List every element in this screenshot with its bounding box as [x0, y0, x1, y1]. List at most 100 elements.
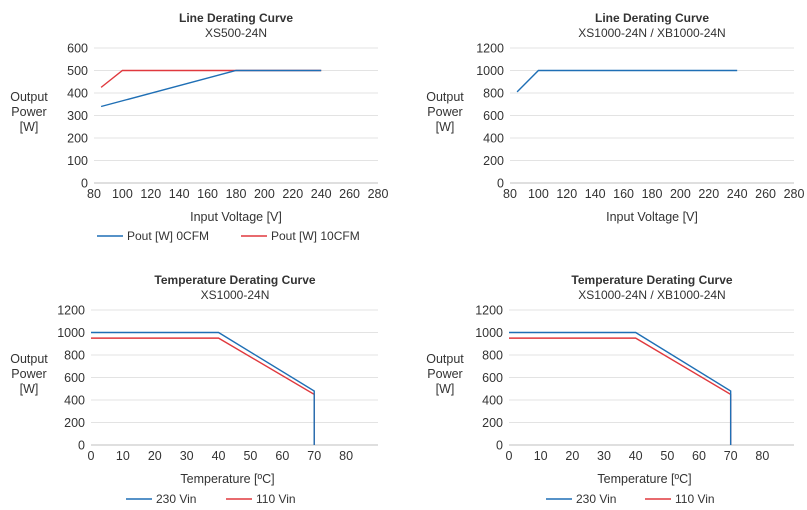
x-tick-label: 80: [87, 187, 101, 201]
x-tick-label: 40: [629, 449, 643, 463]
x-tick-label: 100: [112, 187, 133, 201]
legend-label: Pout [W] 0CFM: [127, 229, 209, 243]
x-tick-label: 50: [243, 449, 257, 463]
y-axis-label: Output Power [W]: [10, 90, 48, 134]
x-tick-label: 240: [727, 187, 748, 201]
y-tick-label: 300: [67, 109, 88, 123]
y-tick-label: 100: [67, 154, 88, 168]
x-tick-label: 180: [226, 187, 247, 201]
chart-subtitle: XS1000-24N / XB1000-24N: [578, 26, 725, 40]
x-tick-label: 280: [784, 187, 805, 201]
y-tick-label: 0: [78, 439, 85, 453]
x-tick-label: 120: [140, 187, 161, 201]
y-tick-label: 600: [482, 371, 503, 385]
chart-title: Line Derating Curve: [595, 11, 709, 25]
x-tick-label: 200: [670, 187, 691, 201]
y-axis-label: Output Power [W]: [426, 352, 464, 396]
y-tick-label: 1000: [57, 326, 85, 340]
y-tick-label: 1000: [476, 64, 504, 78]
y-tick-label: 200: [64, 416, 85, 430]
legend-label: 230 Vin: [576, 492, 616, 506]
x-tick-label: 80: [339, 449, 353, 463]
y-tick-label: 400: [483, 132, 504, 146]
x-axis-label: Input Voltage [V]: [606, 210, 698, 224]
y-tick-label: 600: [64, 371, 85, 385]
x-tick-label: 20: [148, 449, 162, 463]
series-line-110-vin: [91, 337, 315, 445]
x-tick-label: 200: [254, 187, 275, 201]
chart-3: Temperature Derating CurveXS1000-24N0200…: [10, 273, 378, 506]
y-tick-label: 400: [67, 87, 88, 101]
y-tick-label: 1000: [475, 326, 503, 340]
y-tick-label: 500: [67, 64, 88, 78]
y-tick-label: 600: [67, 42, 88, 56]
chart-subtitle: XS500-24N: [205, 26, 267, 40]
x-tick-label: 240: [311, 187, 332, 201]
y-tick-label: 800: [483, 87, 504, 101]
x-tick-label: 30: [597, 449, 611, 463]
y-axis-label: Output Power [W]: [426, 90, 464, 134]
x-tick-label: 120: [556, 187, 577, 201]
x-tick-label: 220: [282, 187, 303, 201]
y-tick-label: 1200: [57, 304, 85, 318]
x-tick-label: 60: [692, 449, 706, 463]
x-tick-label: 70: [724, 449, 738, 463]
x-tick-label: 180: [642, 187, 663, 201]
x-tick-label: 50: [660, 449, 674, 463]
x-tick-label: 220: [698, 187, 719, 201]
y-tick-label: 800: [482, 349, 503, 363]
chart-subtitle: XS1000-24N / XB1000-24N: [578, 288, 725, 302]
x-tick-label: 60: [275, 449, 289, 463]
chart-title: Line Derating Curve: [179, 11, 293, 25]
x-tick-label: 140: [585, 187, 606, 201]
y-tick-label: 0: [81, 177, 88, 191]
x-tick-label: 160: [613, 187, 634, 201]
series-line-pout-w-0cfm: [100, 69, 322, 108]
chart-title: Temperature Derating Curve: [154, 273, 315, 287]
legend-label: Pout [W] 10CFM: [271, 229, 360, 243]
y-tick-label: 0: [497, 177, 504, 191]
y-tick-label: 0: [496, 439, 503, 453]
y-tick-label: 1200: [475, 304, 503, 318]
x-tick-label: 0: [88, 449, 95, 463]
series-line-output-power: [516, 69, 738, 93]
y-tick-label: 200: [483, 154, 504, 168]
x-tick-label: 30: [180, 449, 194, 463]
legend-label: 230 Vin: [156, 492, 196, 506]
x-tick-label: 260: [339, 187, 360, 201]
x-tick-label: 80: [755, 449, 769, 463]
y-tick-label: 200: [67, 132, 88, 146]
x-tick-label: 70: [307, 449, 321, 463]
y-tick-label: 800: [64, 349, 85, 363]
x-tick-label: 80: [503, 187, 517, 201]
x-axis-label: Temperature [ºC]: [180, 472, 274, 486]
x-axis-label: Input Voltage [V]: [190, 210, 282, 224]
y-tick-label: 1200: [476, 42, 504, 56]
x-tick-label: 10: [116, 449, 130, 463]
series-line-230-vin: [91, 331, 315, 445]
y-tick-label: 400: [64, 394, 85, 408]
x-tick-label: 100: [528, 187, 549, 201]
legend-label: 110 Vin: [256, 492, 296, 506]
x-tick-label: 160: [197, 187, 218, 201]
x-tick-label: 20: [565, 449, 579, 463]
x-tick-label: 0: [506, 449, 513, 463]
series-line-pout-w-10cfm: [100, 69, 322, 88]
chart-subtitle: XS1000-24N: [201, 288, 270, 302]
y-tick-label: 400: [482, 394, 503, 408]
series-line-110-vin: [509, 337, 732, 445]
x-tick-label: 10: [534, 449, 548, 463]
chart-title: Temperature Derating Curve: [571, 273, 732, 287]
y-axis-label: Output Power [W]: [10, 352, 48, 396]
x-tick-label: 40: [212, 449, 226, 463]
legend-label: 110 Vin: [675, 492, 715, 506]
y-tick-label: 200: [482, 416, 503, 430]
x-axis-label: Temperature [ºC]: [597, 472, 691, 486]
x-tick-label: 280: [368, 187, 389, 201]
x-tick-label: 260: [755, 187, 776, 201]
x-tick-label: 140: [169, 187, 190, 201]
